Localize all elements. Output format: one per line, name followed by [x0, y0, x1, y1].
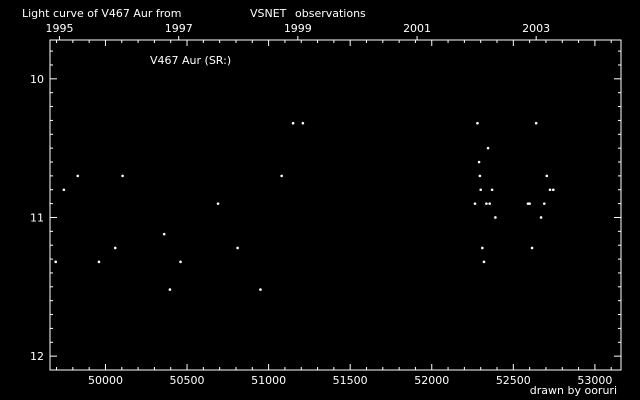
data-point [543, 202, 546, 205]
credit-text: drawn by ooruri [530, 384, 617, 397]
x-tick-label: 50500 [170, 374, 205, 387]
year-label: 2003 [522, 22, 550, 35]
data-point [162, 232, 166, 236]
data-point [545, 174, 549, 178]
data-point [479, 188, 482, 192]
header-title-source: VSNET [250, 7, 287, 20]
x-tick-label: 50000 [88, 374, 123, 387]
data-point [113, 246, 117, 250]
data-point [490, 188, 494, 192]
data-point [76, 174, 80, 178]
data-point [259, 288, 262, 291]
data-point [528, 202, 531, 205]
x-tick-label: 51500 [333, 374, 368, 387]
data-point [473, 202, 477, 205]
data-point [486, 146, 490, 150]
x-tick-label: 52500 [496, 374, 531, 387]
data-point [121, 174, 124, 178]
data-point [291, 121, 295, 125]
year-label: 1997 [165, 22, 193, 35]
data-point [54, 260, 58, 264]
x-tick-label: 53000 [577, 374, 612, 387]
data-point [488, 202, 491, 205]
data-point [97, 260, 101, 264]
header-title-suffix: observations [295, 7, 366, 20]
y-tick-label: 10 [30, 73, 44, 86]
data-point [551, 188, 555, 192]
chart-title: V467 Aur (SR:) [150, 54, 231, 67]
year-label: 2001 [403, 22, 431, 35]
data-point [530, 246, 534, 250]
x-tick-label: 51000 [251, 374, 286, 387]
x-tick-label: 52000 [414, 374, 449, 387]
data-point [494, 216, 497, 219]
axes-group: 50000 50500 51000 51500 52000 52500 53000 1995 1… [30, 22, 621, 387]
data-point [216, 202, 220, 205]
data-point [485, 202, 488, 205]
data-point [534, 121, 538, 125]
data-point [478, 174, 482, 178]
data-point [301, 121, 305, 125]
data-point [236, 246, 239, 250]
data-points-group [54, 121, 555, 291]
header-title-prefix: Light curve of V467 Aur from [22, 7, 182, 20]
data-point [481, 246, 484, 250]
data-point [476, 121, 479, 125]
year-label: 1999 [284, 22, 312, 35]
y-tick-label: 11 [30, 211, 44, 224]
data-point [539, 216, 543, 219]
data-point [548, 188, 552, 192]
data-point [62, 188, 66, 192]
data-point [280, 174, 283, 178]
data-point [477, 160, 481, 164]
data-point [179, 260, 182, 264]
data-point [168, 288, 172, 291]
plot-frame [49, 39, 622, 371]
y-tick-label: 12 [30, 350, 44, 363]
data-point [482, 260, 486, 264]
year-label: 1995 [45, 22, 73, 35]
